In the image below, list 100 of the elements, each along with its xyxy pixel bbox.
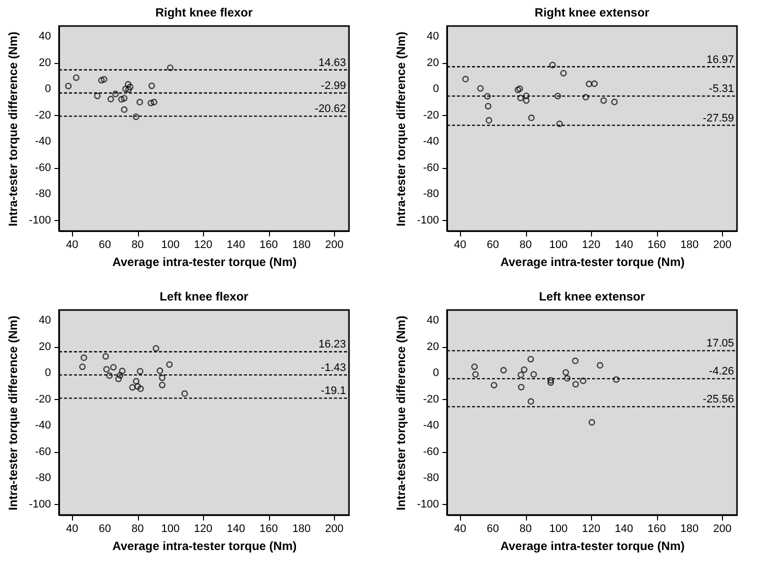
point	[106, 372, 113, 379]
point	[181, 390, 188, 397]
point	[472, 371, 479, 378]
y-tick-label: -80	[35, 472, 51, 484]
y-tick-label: -80	[35, 188, 51, 200]
ref-line-label: -1.43	[320, 362, 346, 374]
point	[500, 366, 507, 374]
y-tick-label: -100	[28, 498, 51, 510]
x-tick-label: 60	[98, 523, 111, 535]
x-tick-label: 160	[648, 239, 666, 251]
point	[158, 382, 166, 388]
x-tick-label: 100	[549, 523, 568, 535]
y-tick-label: 20	[426, 56, 439, 69]
ref-line-label: -2.99	[320, 80, 346, 92]
point	[102, 353, 109, 360]
point	[158, 374, 166, 382]
point	[596, 362, 604, 369]
x-tick-label: 40	[66, 523, 78, 535]
x-tick-label: 180	[680, 239, 699, 251]
x-tick-label: 60	[98, 239, 111, 251]
point	[611, 98, 618, 106]
point	[580, 378, 586, 384]
y-tick-label: -60	[423, 446, 439, 458]
x-tick-label: 80	[132, 523, 144, 535]
y-tick-label: -40	[35, 136, 51, 148]
x-tick-label: 180	[292, 523, 311, 535]
point	[586, 80, 592, 88]
x-tick-label: 80	[520, 239, 532, 251]
y-tick-label: 40	[38, 314, 51, 327]
ref-line-label: 17.05	[706, 338, 734, 350]
point	[136, 368, 144, 375]
point	[530, 371, 537, 378]
point	[486, 117, 492, 124]
point	[572, 358, 579, 364]
point	[152, 345, 160, 352]
y-tick-label: -20	[35, 393, 51, 406]
x-tick-label: 100	[161, 523, 180, 535]
y-axis-title: Intra-tester torque difference (Nm)	[394, 32, 408, 226]
y-axis-title: Intra-tester torque difference (Nm)	[6, 32, 20, 226]
x-tick-label: 200	[325, 239, 344, 251]
point	[600, 97, 607, 104]
y-tick-label: -40	[423, 420, 439, 432]
x-tick-label: 140	[614, 239, 634, 251]
x-tick-label: 40	[454, 523, 466, 535]
point	[107, 96, 114, 102]
point	[115, 376, 122, 382]
y-tick-label: 40	[426, 30, 439, 43]
point	[516, 85, 524, 92]
x-tick-label: 200	[325, 523, 344, 535]
point	[118, 96, 125, 103]
point	[517, 94, 524, 102]
point	[462, 76, 469, 82]
point	[547, 379, 554, 386]
point	[100, 76, 108, 83]
y-tick-label: 0	[44, 83, 51, 96]
x-tick-label: 120	[582, 239, 600, 251]
chart-title: Left knee extensor	[538, 289, 646, 304]
y-tick-label: -60	[35, 162, 51, 174]
point	[572, 380, 579, 388]
point	[560, 70, 567, 76]
ref-line-label: 16.97	[706, 54, 734, 66]
x-tick-label: 100	[549, 239, 568, 251]
y-tick-label: -100	[28, 214, 51, 226]
x-tick-label: 140	[614, 523, 634, 535]
point	[490, 382, 498, 388]
point	[166, 361, 173, 368]
x-tick-label: 100	[161, 239, 180, 251]
y-tick-label: -80	[423, 472, 439, 484]
point	[549, 62, 556, 68]
y-tick-label: -60	[423, 162, 439, 174]
x-tick-label: 200	[713, 523, 732, 535]
point	[484, 102, 492, 110]
point	[132, 378, 140, 385]
point	[150, 98, 158, 106]
x-tick-label: 160	[648, 523, 666, 535]
point	[554, 92, 562, 100]
point	[94, 92, 101, 100]
y-tick-label: 40	[426, 314, 439, 327]
ref-line-label: -27.59	[702, 112, 734, 124]
y-tick-label: 20	[426, 340, 439, 353]
point	[116, 372, 124, 379]
point	[118, 368, 126, 374]
y-tick-label: 20	[38, 340, 51, 353]
y-tick-label: -100	[416, 498, 439, 510]
x-axis-title: Average intra-tester torque (Nm)	[112, 539, 297, 553]
x-tick-label: 80	[520, 523, 532, 535]
point	[125, 86, 132, 93]
y-axis-title: Intra-tester torque difference (Nm)	[6, 316, 20, 510]
y-axis-title: Intra-tester torque difference (Nm)	[394, 316, 408, 510]
point	[591, 80, 598, 87]
point	[65, 82, 72, 90]
point	[136, 98, 144, 106]
y-tick-label: -20	[423, 393, 439, 406]
point	[134, 383, 141, 390]
x-tick-label: 120	[194, 239, 212, 251]
point	[562, 369, 570, 376]
ref-line-label: -25.56	[702, 394, 734, 406]
point	[556, 120, 563, 128]
point	[124, 81, 132, 88]
point	[120, 106, 128, 113]
